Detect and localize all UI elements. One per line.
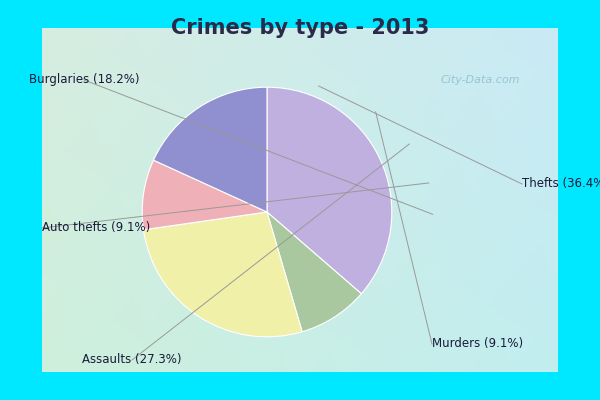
Text: Crimes by type - 2013: Crimes by type - 2013 (171, 18, 429, 38)
Wedge shape (154, 87, 267, 212)
Text: Assaults (27.3%): Assaults (27.3%) (82, 354, 182, 366)
Wedge shape (143, 212, 302, 337)
Text: Thefts (36.4%): Thefts (36.4%) (522, 178, 600, 190)
Wedge shape (142, 160, 267, 230)
Wedge shape (267, 212, 361, 332)
Text: Auto thefts (9.1%): Auto thefts (9.1%) (42, 222, 150, 234)
Text: Murders (9.1%): Murders (9.1%) (432, 338, 523, 350)
Text: City-Data.com: City-Data.com (440, 75, 520, 85)
Text: Burglaries (18.2%): Burglaries (18.2%) (29, 74, 139, 86)
Wedge shape (267, 87, 392, 294)
